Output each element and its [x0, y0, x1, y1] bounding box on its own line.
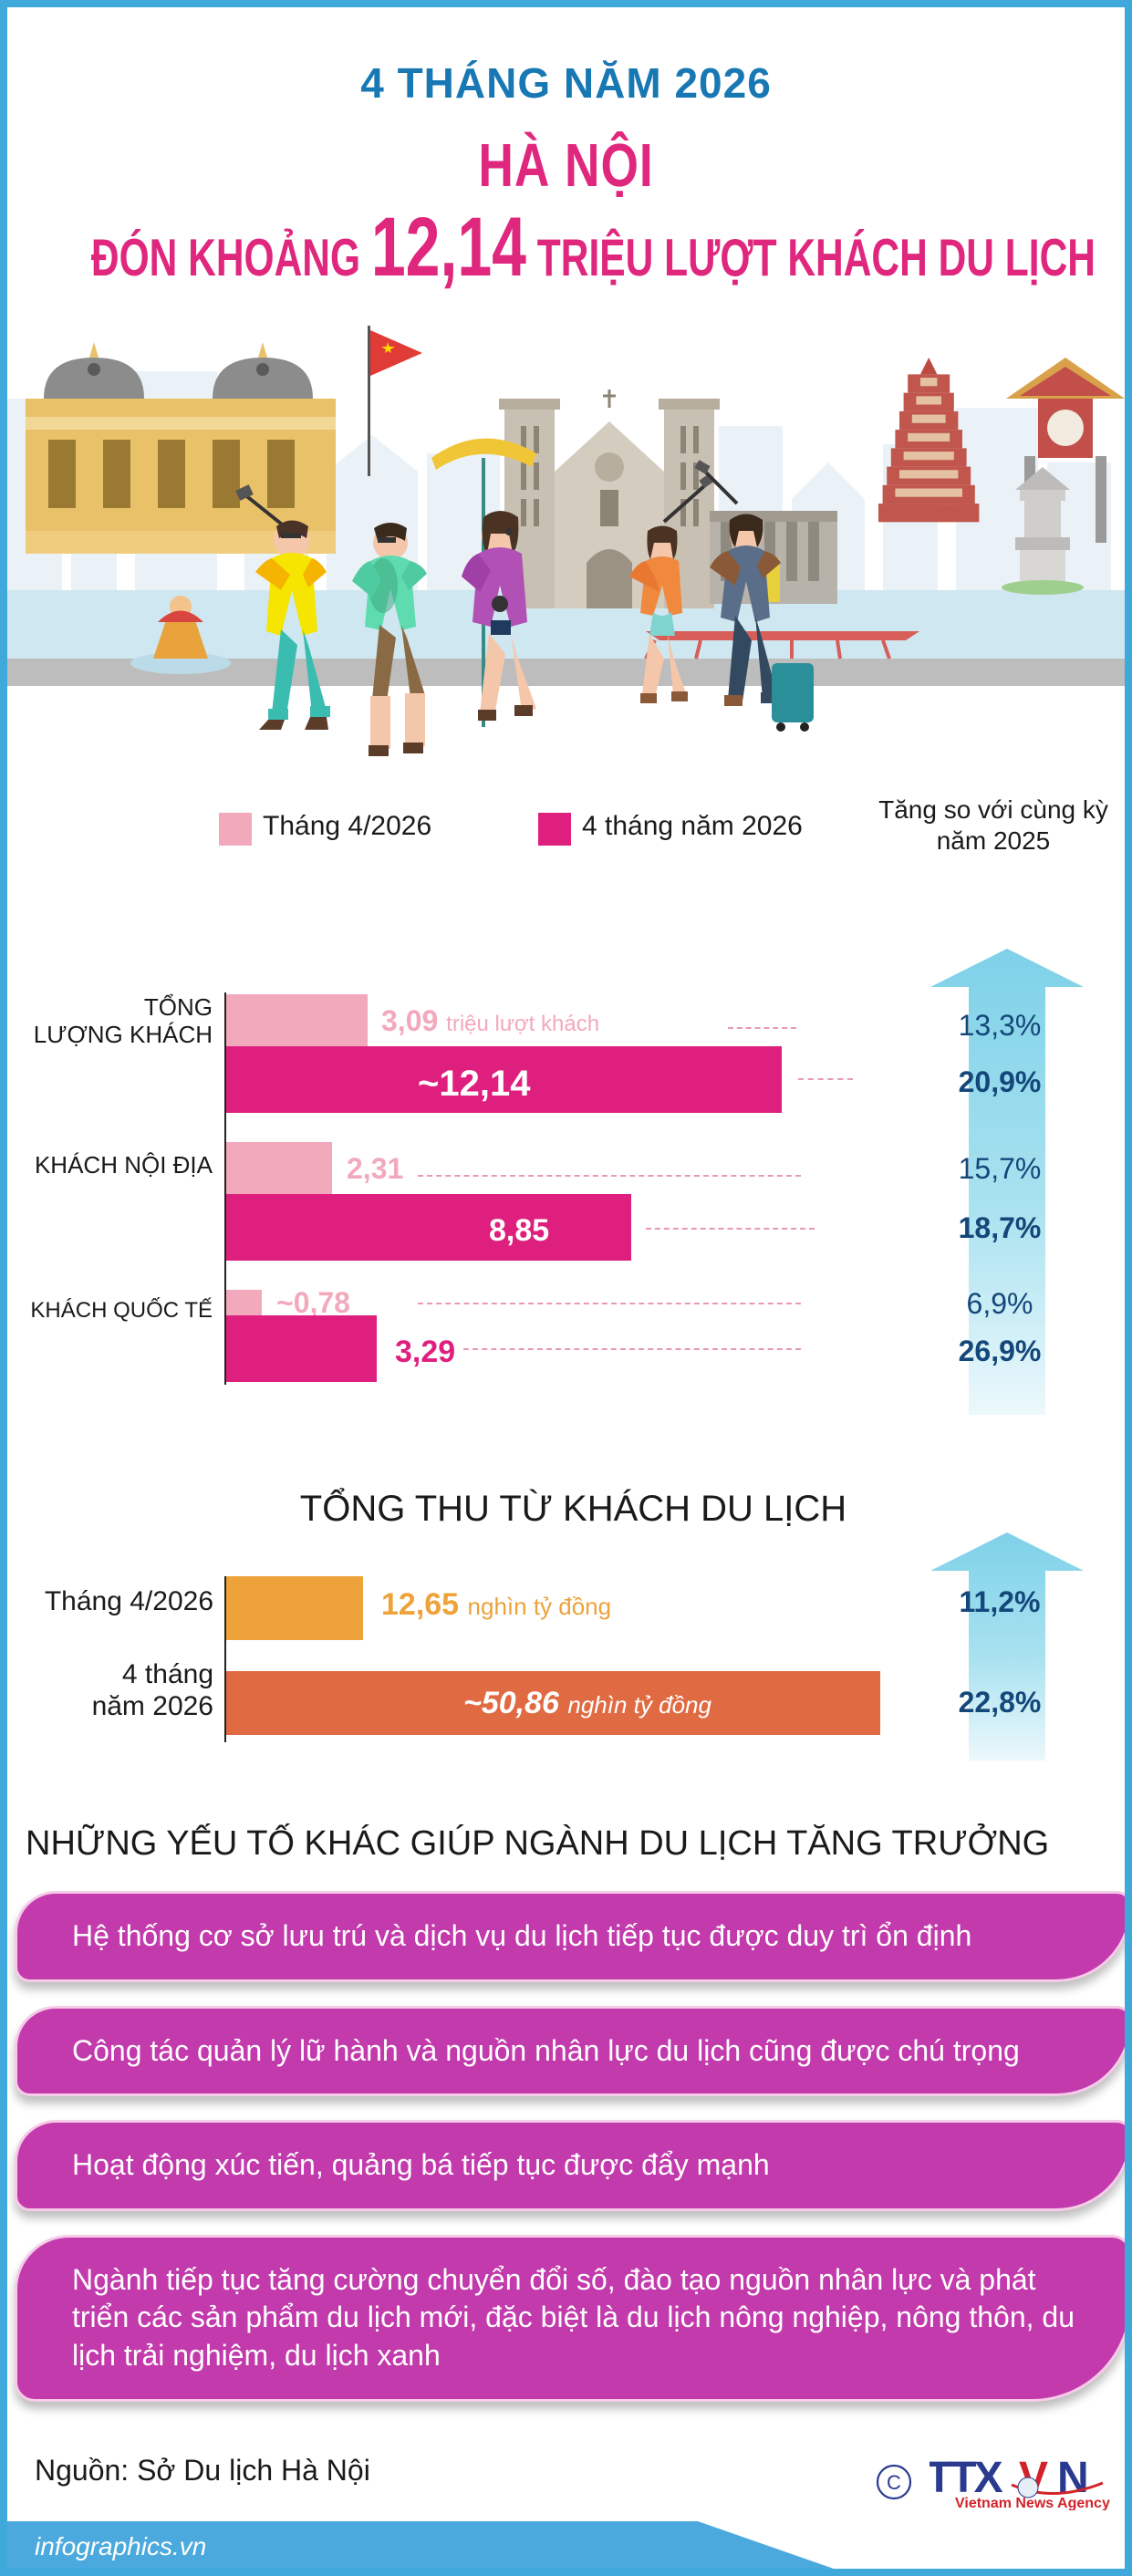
svg-text:Vietnam News Agency: Vietnam News Agency	[955, 2496, 1110, 2510]
svg-text:C: C	[887, 2471, 901, 2494]
